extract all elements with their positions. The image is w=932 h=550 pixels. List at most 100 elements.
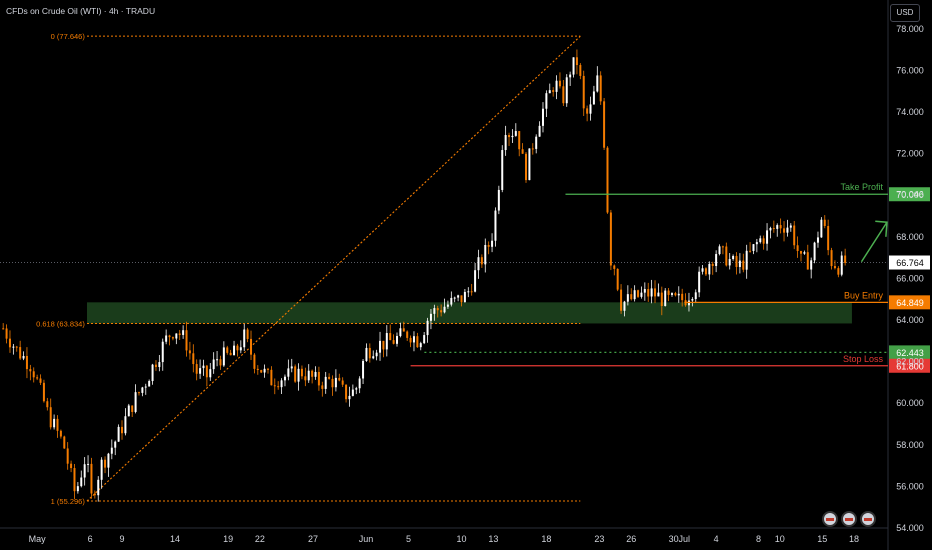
candle-body [626, 294, 629, 302]
x-tick-label: 5 [406, 534, 411, 544]
candle-body [304, 376, 307, 381]
candle-body [704, 268, 707, 275]
candle-body [555, 80, 558, 92]
x-tick-label: 15 [817, 534, 827, 544]
candle-body [8, 338, 11, 348]
candle-body [355, 388, 358, 390]
candle-body [5, 328, 8, 339]
y-tick-label: 58.000 [896, 440, 924, 450]
candle-body [70, 463, 73, 469]
candle-body [745, 250, 748, 270]
candle-body [233, 345, 236, 356]
candle-body [681, 293, 684, 301]
watermark-icons [822, 511, 876, 527]
candle-body [19, 347, 22, 359]
candle-body [385, 333, 388, 350]
symbol-title: CFDs on Crude Oil (WTI) · 4h · TRADU [6, 6, 156, 16]
candle-body [650, 288, 653, 297]
candle-body [800, 251, 803, 254]
candle-body [830, 250, 833, 267]
candle-body [474, 270, 477, 292]
candle-body [786, 227, 789, 233]
candle-body [426, 320, 429, 336]
candle-body [419, 343, 422, 348]
candle-body [667, 290, 670, 295]
y-tick-label: 54.000 [896, 523, 924, 533]
candle-body [715, 254, 718, 266]
candle-body [541, 108, 544, 126]
candle-body [840, 255, 843, 275]
candle-body [392, 340, 395, 344]
y-tick-label: 60.000 [896, 398, 924, 408]
candle-body [46, 401, 49, 408]
candle-body [185, 330, 188, 351]
candle-body [294, 366, 297, 382]
candle-body [226, 347, 229, 353]
candle-body [620, 289, 623, 311]
candle-body [168, 335, 171, 338]
candle-body [137, 392, 140, 394]
candle-body [423, 335, 426, 344]
candle-body [701, 268, 704, 272]
candle-body [270, 369, 273, 386]
candle-body [742, 260, 745, 270]
candle-body [239, 347, 242, 351]
x-tick-label: 26 [626, 534, 636, 544]
candle-body [575, 57, 578, 66]
candle-body [538, 125, 541, 137]
candle-body [776, 225, 779, 229]
candle-body [365, 347, 368, 361]
candle-body [596, 75, 599, 92]
level-name: Stop Loss [843, 354, 884, 364]
candle-body [124, 416, 127, 434]
candle-body [334, 377, 337, 388]
candle-body [508, 135, 511, 138]
candle-body [205, 365, 208, 378]
candle-body [487, 245, 490, 247]
candle-body [806, 252, 809, 270]
candle-body [501, 150, 504, 190]
candle-body [657, 292, 660, 297]
currency-button[interactable]: USD [890, 4, 920, 22]
candle-body [436, 308, 439, 311]
y-tick-label: 66.000 [896, 273, 924, 283]
candle-body [643, 289, 646, 293]
candle-body [728, 259, 731, 266]
candle-body [379, 340, 382, 353]
candle-body [372, 356, 375, 359]
candle-body [300, 368, 303, 377]
candle-body [674, 293, 677, 296]
x-tick-label: 9 [119, 534, 124, 544]
candle-body [15, 346, 18, 348]
candle-body [463, 291, 466, 303]
candle-body [148, 381, 151, 387]
candle-body [558, 80, 561, 87]
candle-body [216, 359, 219, 361]
candle-body [141, 387, 144, 393]
candle-body [477, 257, 480, 271]
y-tick-label: 72.000 [896, 149, 924, 159]
candle-body [565, 77, 568, 104]
x-tick-label: 19 [223, 534, 233, 544]
candle-body [582, 75, 585, 109]
candle-body [345, 384, 348, 400]
candle-body [229, 352, 232, 356]
candle-body [195, 364, 198, 374]
candle-body [599, 75, 602, 102]
candle-body [202, 365, 205, 369]
x-tick-label: 22 [255, 534, 265, 544]
candle-body [199, 368, 202, 374]
candle-body [670, 293, 673, 295]
candle-body [579, 65, 582, 76]
x-tick-label: 18 [849, 534, 859, 544]
candle-body [63, 436, 66, 449]
candle-body [480, 257, 483, 265]
candle-body [297, 368, 300, 382]
candle-body [331, 378, 334, 388]
candle-body [59, 430, 62, 437]
level-price-tag [889, 295, 930, 310]
x-tick-label: 18 [541, 534, 551, 544]
candle-body [253, 354, 256, 369]
candle-body [328, 376, 331, 379]
